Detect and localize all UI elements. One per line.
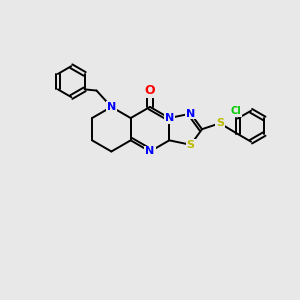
Text: N: N bbox=[186, 109, 195, 118]
Text: N: N bbox=[146, 146, 154, 157]
Text: S: S bbox=[187, 140, 195, 150]
Text: N: N bbox=[165, 113, 174, 123]
Text: S: S bbox=[216, 118, 224, 128]
Text: Cl: Cl bbox=[231, 106, 242, 116]
Text: N: N bbox=[107, 102, 116, 112]
Text: O: O bbox=[145, 84, 155, 97]
